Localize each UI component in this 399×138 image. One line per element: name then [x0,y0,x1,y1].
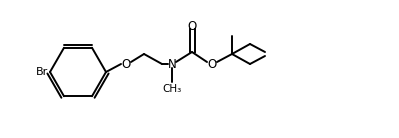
Text: N: N [168,58,176,71]
Text: Br: Br [36,67,48,77]
Text: O: O [207,58,217,71]
Text: CH₃: CH₃ [162,84,182,94]
Text: O: O [188,20,197,33]
Text: O: O [121,58,130,71]
